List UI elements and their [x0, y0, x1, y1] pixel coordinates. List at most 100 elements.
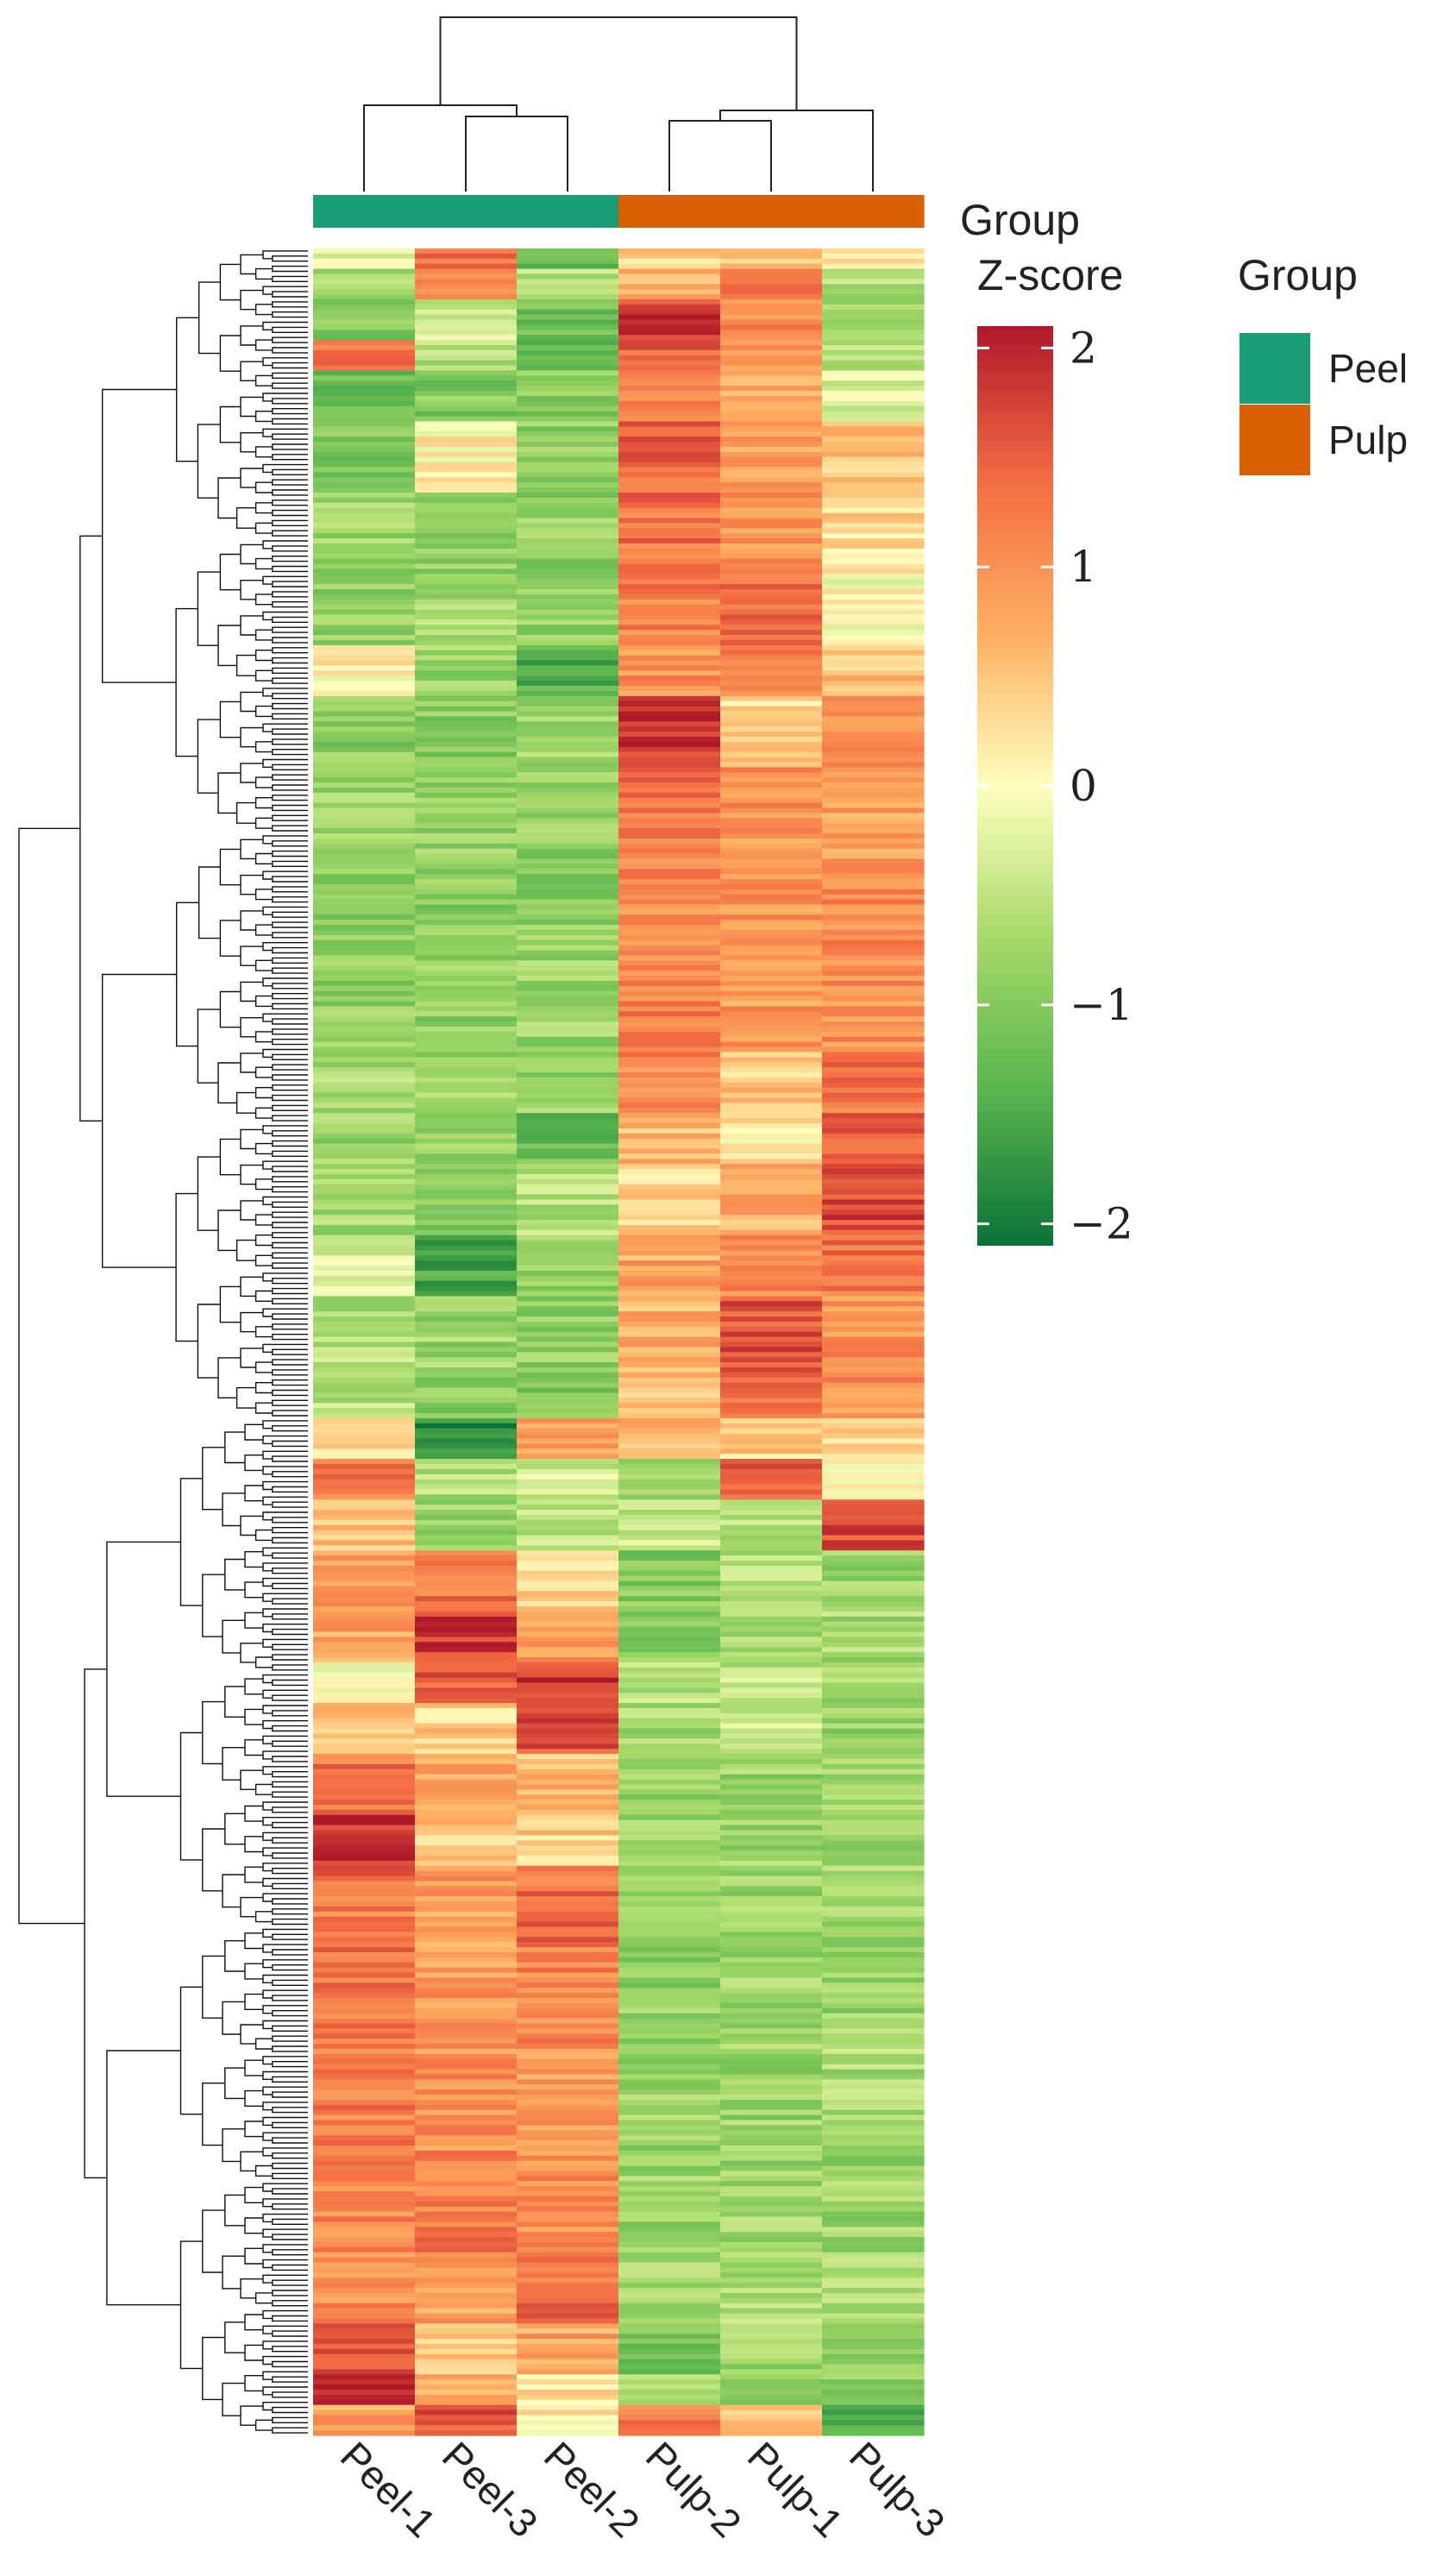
row-dendro-branch [254, 1326, 273, 1338]
row-dendro-branch [222, 1747, 246, 1781]
heatmap-cell [720, 1524, 823, 1531]
heatmap-cell [313, 1814, 416, 1821]
heatmap-cell [822, 2171, 925, 2177]
heatmap-cell [822, 2099, 925, 2106]
row-dendro-branch [262, 688, 308, 697]
heatmap-cell [517, 304, 619, 311]
heatmap-cell [415, 1545, 518, 1551]
heatmap-cell [720, 1428, 823, 1435]
heatmap-cell [313, 1260, 416, 1266]
heatmap-cell [720, 2246, 823, 2253]
heatmap-cell [313, 1840, 416, 1846]
heatmap-cell [517, 2232, 619, 2238]
heatmap-cell [517, 1712, 619, 1719]
heatmap-cell [517, 2095, 619, 2101]
heatmap-cell [822, 2369, 925, 2375]
heatmap-cell [415, 2308, 518, 2315]
heatmap-cell [822, 1123, 925, 1129]
row-dendro-branch [272, 2300, 308, 2307]
heatmap-cell [517, 1194, 619, 1201]
heatmap-cell [415, 1443, 518, 1449]
heatmap-cell [415, 757, 518, 763]
row-dendro-branch [240, 361, 263, 381]
heatmap-cell [720, 431, 823, 437]
heatmap-cell [618, 1473, 721, 1480]
heatmap-cell [822, 1408, 925, 1414]
heatmap-cell [313, 1178, 416, 1185]
heatmap-cell [415, 2114, 518, 2121]
heatmap-cell [618, 706, 721, 713]
heatmap-cell [415, 319, 518, 326]
heatmap-cell [313, 2201, 416, 2208]
heatmap-cell [618, 1103, 721, 1109]
heatmap-cell [618, 920, 721, 926]
heatmap-cell [720, 1459, 823, 1465]
heatmap-cell [415, 686, 518, 692]
heatmap-cell [720, 1886, 823, 1892]
heatmap-cell [618, 553, 721, 560]
heatmap-cell [517, 395, 619, 402]
heatmap-cell [618, 1321, 721, 1328]
heatmap-cell [618, 1545, 721, 1551]
heatmap-cell [822, 2150, 925, 2157]
heatmap-cell [720, 569, 823, 575]
heatmap-cell [822, 665, 925, 671]
row-dendro-branch [272, 1115, 308, 1122]
heatmap-cell [720, 1316, 823, 1323]
heatmap-cell [313, 2415, 416, 2421]
heatmap-cell [313, 594, 416, 600]
heatmap-cell [517, 1855, 619, 1862]
heatmap-cell [822, 1769, 925, 1775]
heatmap-cell [822, 904, 925, 910]
heatmap-cell [618, 1814, 721, 1821]
heatmap-cell [822, 2069, 925, 2076]
row-dendro-branch [262, 321, 308, 330]
heatmap-cell [517, 340, 619, 346]
heatmap-cell [415, 1148, 518, 1154]
row-dendro-branch [240, 763, 263, 783]
row-dendro-branch [240, 1769, 263, 1790]
heatmap-cell [415, 960, 518, 966]
heatmap-cell [822, 421, 925, 427]
heatmap-cell [517, 818, 619, 824]
heatmap-cell [415, 1209, 518, 1216]
heatmap-cell [720, 294, 823, 300]
row-dendro-branch [272, 1806, 308, 1813]
heatmap-cell [415, 1601, 518, 1607]
heatmap-cell [618, 2338, 721, 2345]
row-dendro-branch [262, 2371, 308, 2380]
row-dendro-branch [272, 1613, 308, 1620]
row-dendro-branch [254, 522, 273, 534]
row-dendro-branch [262, 2102, 308, 2111]
heatmap-cell [822, 1479, 925, 1486]
heatmap-cell [313, 869, 416, 875]
heatmap-cell [415, 1916, 518, 1923]
heatmap-cell [618, 832, 721, 839]
heatmap-cell [415, 904, 518, 910]
row-dendro-branch [244, 2344, 263, 2361]
heatmap-cell [822, 1103, 925, 1109]
heatmap-cell [618, 2267, 721, 2273]
row-dendro-branch [272, 1643, 308, 1650]
row-dendro-branch [254, 924, 273, 936]
heatmap-cell [822, 787, 925, 794]
heatmap-cell [313, 1128, 416, 1134]
heatmap-cell [517, 1463, 619, 1470]
heatmap-cell [415, 644, 518, 651]
row-dendro-branch [240, 468, 263, 488]
heatmap-cell [517, 1738, 619, 1744]
heatmap-cell [313, 721, 416, 727]
heatmap-cell [720, 2399, 823, 2406]
heatmap-cell [313, 442, 416, 448]
heatmap-cell [313, 1082, 416, 1089]
heatmap-cell [822, 548, 925, 555]
heatmap-cell [517, 1209, 619, 1216]
heatmap-cell [822, 1662, 925, 1668]
row-dendro-branch [262, 1196, 308, 1205]
heatmap-cell [720, 1947, 823, 1953]
heatmap-cell [313, 2379, 416, 2385]
heatmap-cell [415, 314, 518, 321]
heatmap-cell [517, 1993, 619, 1999]
heatmap-cell [822, 1652, 925, 1658]
heatmap-cell [313, 1738, 416, 1744]
